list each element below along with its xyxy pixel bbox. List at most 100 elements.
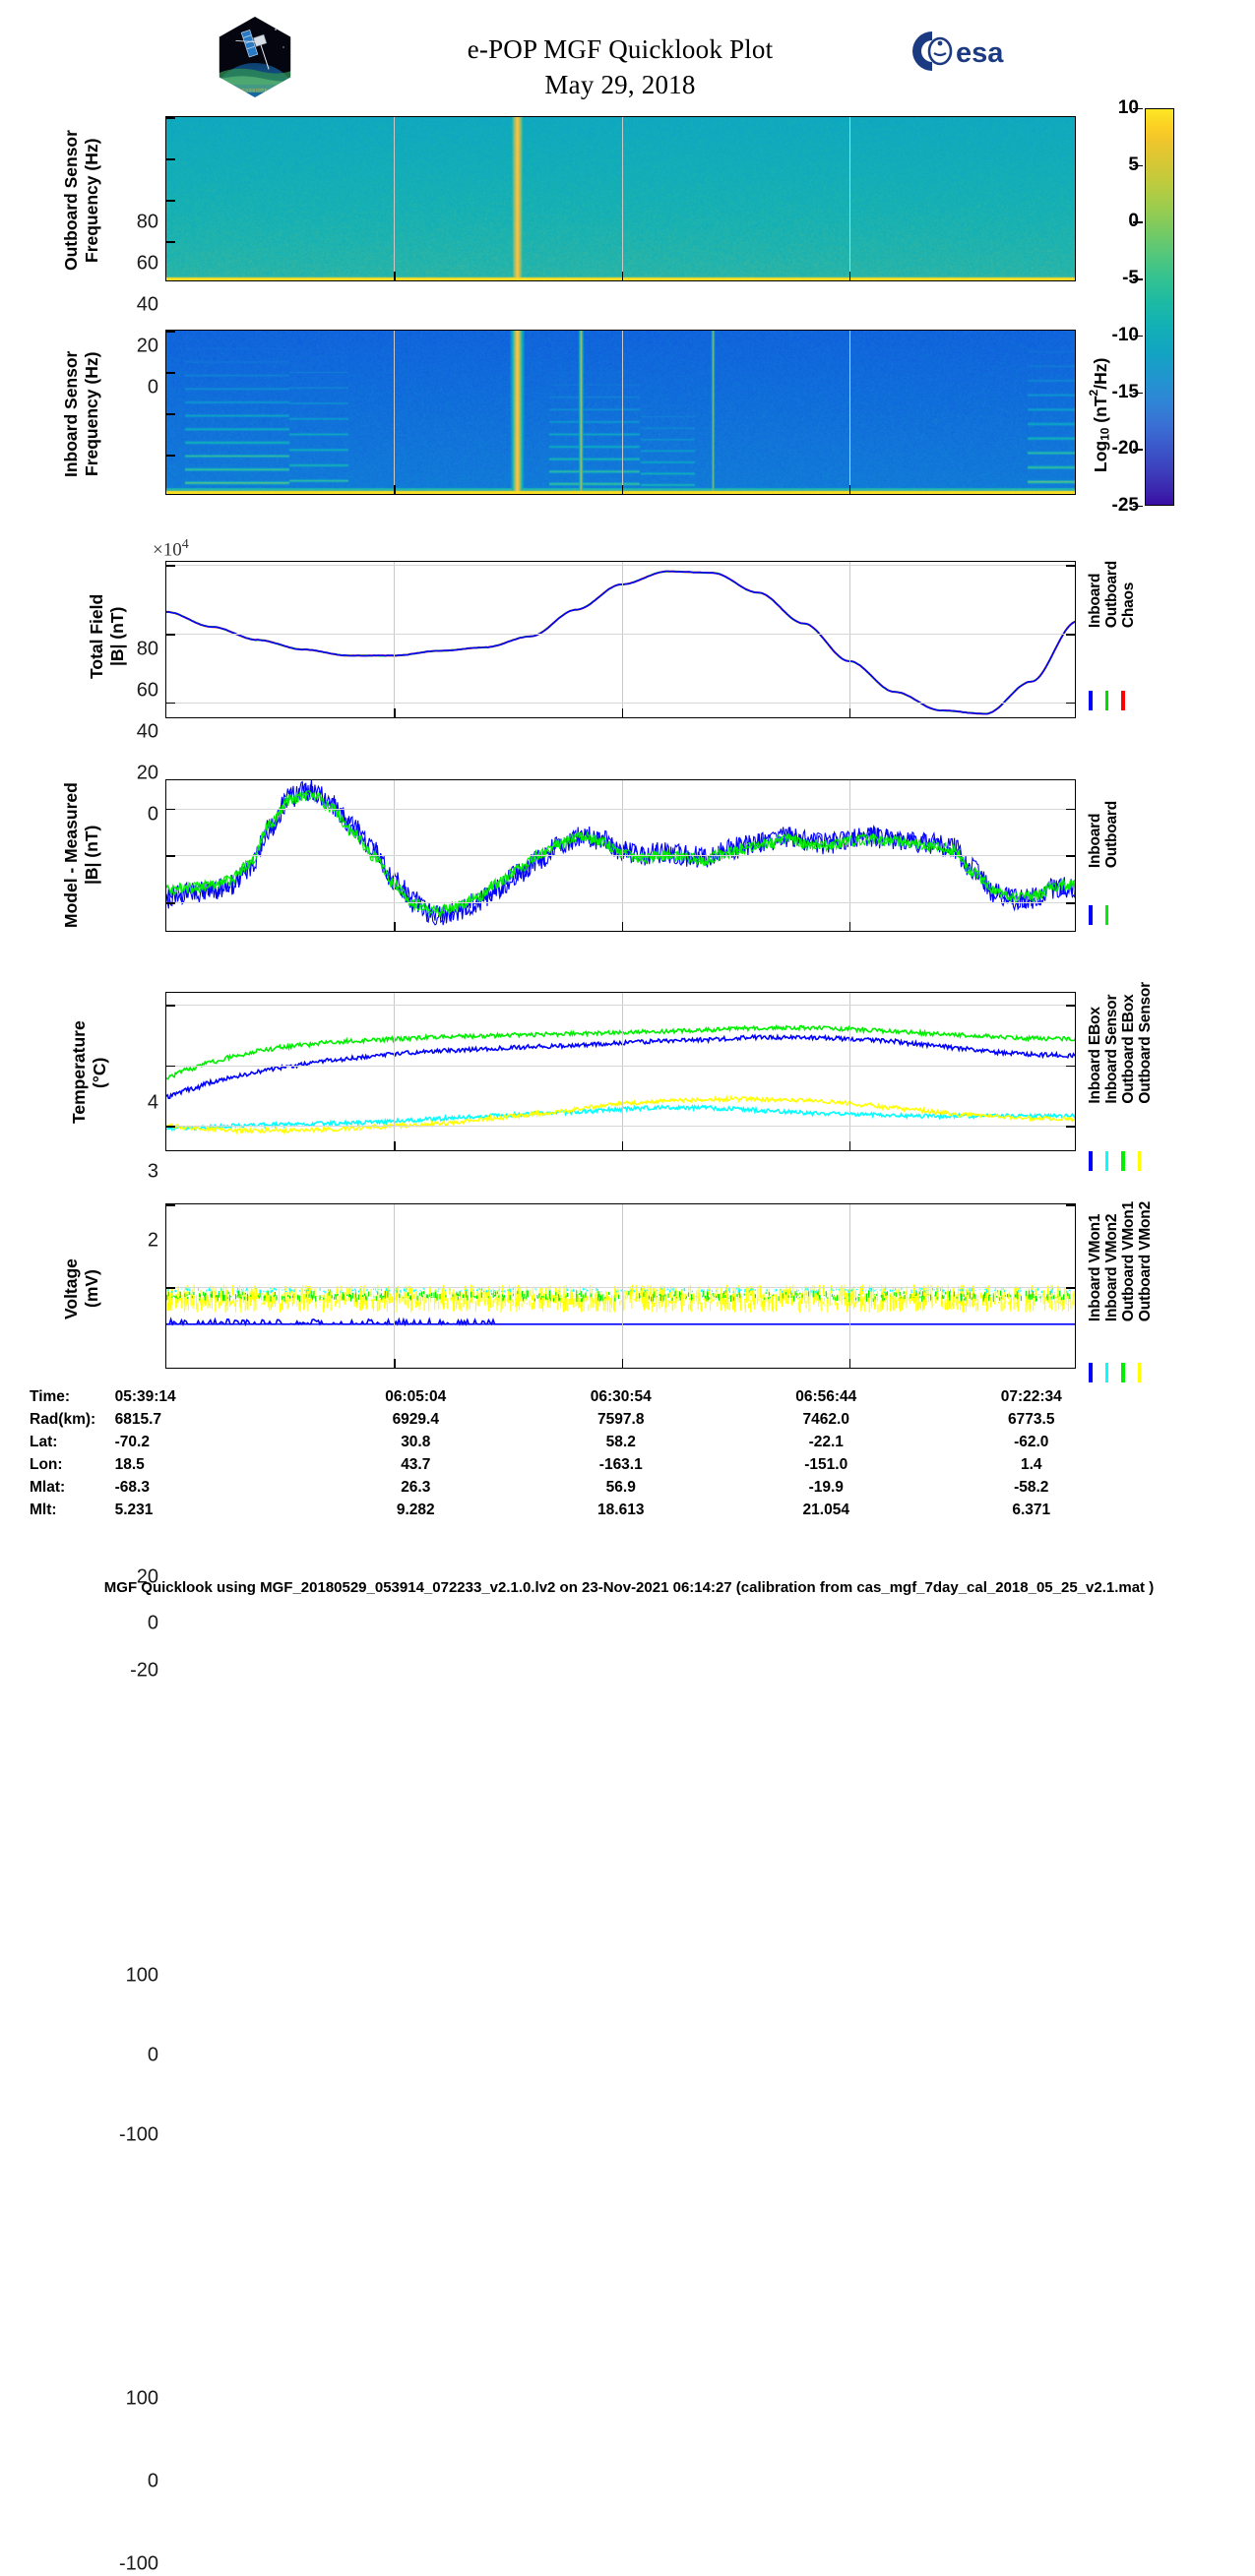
y-tickmark [166, 331, 175, 333]
x-tickmark [394, 1141, 396, 1150]
ytick-label: 0 [104, 1613, 158, 1635]
y-tickmark [166, 280, 175, 281]
ytick-label: 80 [104, 212, 158, 234]
colorbar-axis-title: Log10 (nT2/Hz) [1087, 148, 1111, 472]
x-tickmark [849, 922, 851, 931]
y-tickmark [166, 372, 175, 374]
y-tickmark [1066, 1066, 1075, 1068]
y-tickmark [166, 1368, 175, 1369]
x-gridline [622, 993, 623, 1150]
y-tickmark [1066, 565, 1075, 567]
legend-label-outboard-sensor: Outboard Sensor [1137, 982, 1154, 1104]
page-title: e-POP MGF Quicklook Plot May 29, 2018 [325, 31, 915, 102]
x-tickmark [622, 922, 624, 931]
ytick-label: 100 [104, 2388, 158, 2411]
y-tickmark [166, 117, 175, 119]
legend-label-outboard: Outboard [1103, 561, 1120, 628]
temperature-axes [165, 992, 1076, 1151]
info-cell: 7597.8 [519, 1408, 723, 1431]
table-row: Mlat: -68.3 26.3 56.9 -19.9 -58.2 [30, 1476, 1134, 1499]
info-cell: 21.054 [723, 1499, 928, 1521]
x-tickmark [849, 1359, 851, 1368]
y-tickmark [1066, 902, 1075, 904]
panel-inboard-spectrogram-ylabel: Inboard Sensor Frequency (Hz) [61, 332, 102, 497]
total-field-axes [165, 561, 1076, 718]
y-gridline [166, 902, 1075, 903]
x-gridline [394, 117, 395, 280]
panel-inboard-spectrogram: Inboard Sensor Frequency (Hz) 0 20 40 60 80 [0, 320, 1083, 497]
y-tickmark [1066, 1368, 1075, 1369]
y-tickmark [166, 1126, 175, 1128]
info-row-label: Mlat: [30, 1476, 115, 1499]
info-cell: -22.1 [723, 1431, 928, 1453]
info-cell: 18.5 [115, 1453, 313, 1476]
info-row-label: Lat: [30, 1431, 115, 1453]
x-gridline [849, 331, 850, 494]
legend-swatch-inboard-vmon1 [1089, 1363, 1093, 1382]
x-gridline [622, 331, 623, 494]
legend-label-inboard-ebox: Inboard EBox [1087, 982, 1103, 1104]
colorbar: 10 5 0 -5 -10 -15 -20 -25 [1145, 108, 1174, 506]
y-gridline [166, 1066, 1075, 1067]
y-tickmark [166, 413, 175, 415]
info-cell: 58.2 [519, 1431, 723, 1453]
x-gridline [394, 331, 395, 494]
y-tickmark [166, 565, 175, 567]
y-gridline [166, 1287, 1075, 1288]
info-cell: 18.613 [519, 1499, 723, 1521]
y-tickmark [1066, 634, 1075, 636]
x-gridline [394, 993, 395, 1150]
info-row-label: Mlt: [30, 1499, 115, 1521]
info-cell: 6815.7 [115, 1408, 313, 1431]
table-row: Lat: -70.2 30.8 58.2 -22.1 -62.0 [30, 1431, 1134, 1453]
legend-label-chaos: Chaos [1120, 561, 1137, 628]
colorbar-tick-label: 10 [1118, 97, 1139, 119]
inboard-spectrogram-axes [165, 330, 1076, 495]
legend-swatch-outboard-vmon1 [1121, 1363, 1125, 1382]
table-row: Time: 05:39:14 06:05:04 06:30:54 06:56:44 07:… [30, 1385, 1134, 1408]
info-cell: -68.3 [115, 1476, 313, 1499]
y-tickmark [166, 902, 175, 904]
x-gridline [622, 117, 623, 280]
y-tickmark [166, 703, 175, 705]
x-gridline [849, 993, 850, 1150]
y-gridline [166, 809, 1075, 810]
legend-swatch-inboard [1089, 905, 1093, 925]
panel-total-field: Total Field |B| (nT) ×104 234 Inboard Out… [0, 539, 1083, 721]
colorbar-tick-label: -25 [1112, 495, 1139, 517]
panel-voltage: Voltage (mV) 100 0 -100 Inboard VMon1 Inboa… [0, 1196, 1083, 1382]
outboard-spectrogram-axes [165, 116, 1076, 281]
legend-label-outboard-vmon2: Outboard VMon2 [1137, 1201, 1154, 1321]
y-gridline [166, 634, 1075, 635]
y-tickmark [166, 494, 175, 495]
ytick-label: -100 [104, 2553, 158, 2576]
legend-label-inboard-vmon1: Inboard VMon1 [1087, 1201, 1103, 1321]
info-cell: 06:30:54 [519, 1385, 723, 1408]
x-tickmark [394, 1359, 396, 1368]
info-cell: 06:05:04 [313, 1385, 518, 1408]
ytick-label: 40 [104, 721, 158, 744]
y-tickmark [166, 241, 175, 243]
info-cell: 06:56:44 [723, 1385, 928, 1408]
info-cell: -58.2 [928, 1476, 1134, 1499]
info-cell: -163.1 [519, 1453, 723, 1476]
y-tickmark [166, 855, 175, 857]
x-tickmark [849, 485, 851, 494]
info-cell: 7462.0 [723, 1408, 928, 1431]
x-gridline [394, 1204, 395, 1368]
y-gridline [166, 703, 1075, 704]
x-gridline [849, 1204, 850, 1368]
info-row-label: Time: [30, 1385, 115, 1408]
y-tickmark [166, 1287, 175, 1289]
y-tickmark [166, 200, 175, 202]
y-tickmark [166, 1204, 175, 1206]
panel-total-field-ylabel: Total Field |B| (nT) [87, 563, 128, 710]
legend-swatch-outboard-sensor [1138, 1151, 1142, 1171]
x-tickmark [394, 272, 396, 280]
panel-model-measured-ylabel: Model - Measured |B| (nT) [61, 775, 102, 935]
info-cell: 6.371 [928, 1499, 1134, 1521]
ytick-label: 100 [104, 1965, 158, 1988]
info-cell: 9.282 [313, 1499, 518, 1521]
info-row-label: Rad(km): [30, 1408, 115, 1431]
model-measured-axes [165, 779, 1076, 932]
